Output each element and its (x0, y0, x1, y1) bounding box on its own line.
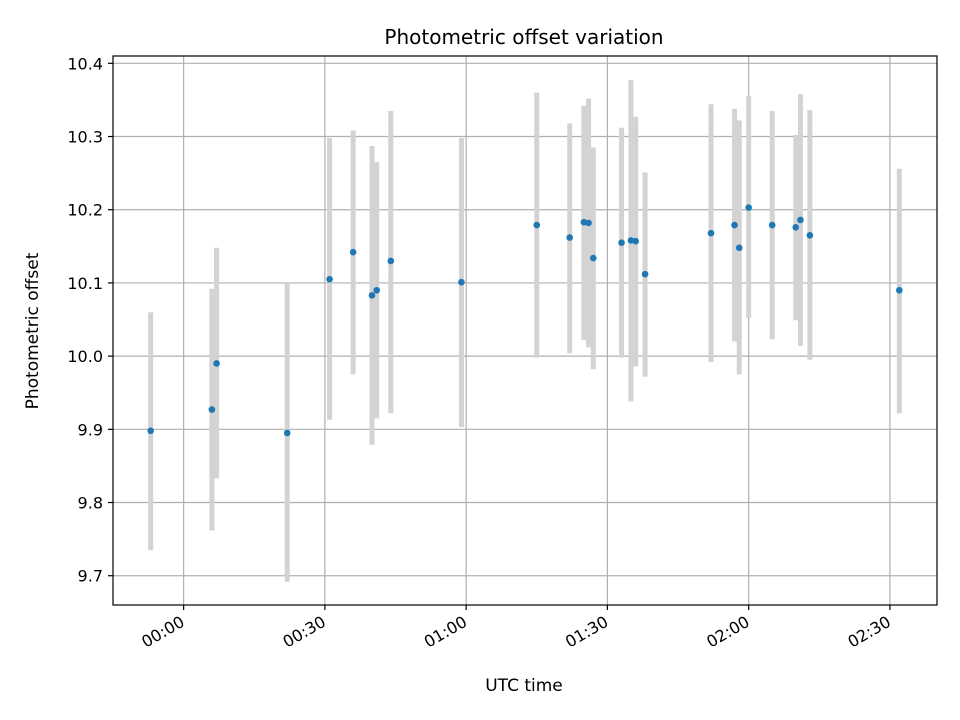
chart-title: Photometric offset variation (384, 25, 663, 49)
x-axis-ticks: 00:00 00:30 01:00 01:30 02:00 02:30 (138, 605, 894, 652)
data-point (896, 286, 903, 294)
y-tick-label: 10.1 (67, 274, 103, 293)
data-point (806, 232, 814, 239)
data-point (735, 244, 743, 252)
data-point (707, 229, 715, 237)
data-point (387, 257, 395, 265)
data-point (745, 204, 752, 211)
data-point (632, 237, 639, 245)
y-axis-title: Photometric offset (23, 252, 43, 409)
data-point (797, 216, 804, 224)
data-point (618, 239, 625, 246)
data-point (349, 248, 357, 256)
data-point (731, 221, 738, 229)
point-series (147, 204, 903, 437)
y-tick-label: 10.3 (67, 128, 103, 147)
x-tick-label: 00:00 (138, 612, 187, 652)
data-point (283, 429, 291, 437)
y-tick-label: 10.2 (67, 201, 103, 220)
y-tick-label: 9.9 (78, 420, 103, 439)
data-point (147, 427, 154, 435)
data-point (458, 278, 465, 286)
errorbar-series (148, 80, 902, 582)
data-point (792, 223, 800, 231)
data-point (566, 234, 574, 241)
x-tick-label: 01:00 (421, 612, 470, 652)
data-point (373, 286, 380, 294)
y-tick-label: 10.0 (67, 347, 103, 366)
data-point (368, 292, 376, 299)
data-point (641, 270, 649, 278)
x-tick-label: 02:00 (703, 612, 752, 652)
data-point (213, 360, 220, 367)
x-tick-label: 02:30 (844, 612, 893, 652)
data-point (326, 275, 333, 283)
x-tick-label: 00:30 (279, 612, 328, 652)
data-point (585, 219, 592, 227)
data-point (208, 406, 216, 413)
y-tick-label: 9.7 (78, 567, 103, 586)
x-tick-label: 01:30 (562, 612, 611, 652)
data-point (533, 221, 541, 229)
plot-frame (112, 55, 938, 606)
x-axis-title: UTC time (485, 676, 563, 696)
y-axis-ticks: 9.7 9.8 9.9 10.0 10.1 10.2 10.3 10.4 (67, 54, 113, 586)
data-point (768, 221, 776, 229)
y-tick-label: 10.4 (67, 54, 103, 73)
y-tick-label: 9.8 (78, 494, 103, 513)
grid-lines (113, 56, 937, 605)
data-point (589, 254, 597, 262)
